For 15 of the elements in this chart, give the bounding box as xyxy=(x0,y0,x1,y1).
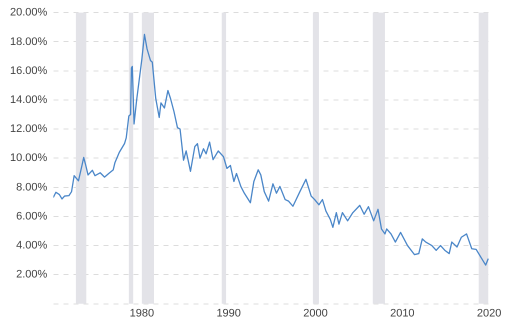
y-tick-label: 4.00% xyxy=(16,240,48,252)
x-tick-label: 1990 xyxy=(216,307,241,320)
y-tick-label: 18.00% xyxy=(10,36,48,48)
x-tick-label: 2000 xyxy=(303,307,328,320)
x-tick-label: 1980 xyxy=(130,307,154,320)
y-tick-label: 10.00% xyxy=(10,152,48,164)
y-tick-label: 14.00% xyxy=(10,94,48,106)
y-tick-label: 6.00% xyxy=(16,210,48,222)
y-tick-label: 16.00% xyxy=(10,64,48,77)
y-tick-label: 2.00% xyxy=(16,268,48,281)
x-tick-label: 2020 xyxy=(476,307,502,320)
y-tick-label: 12.00% xyxy=(10,123,48,136)
y-tick-label: 20.00% xyxy=(10,6,48,19)
y-tick-label: 8.00% xyxy=(16,181,48,194)
x-tick-label: 2010 xyxy=(390,307,415,320)
